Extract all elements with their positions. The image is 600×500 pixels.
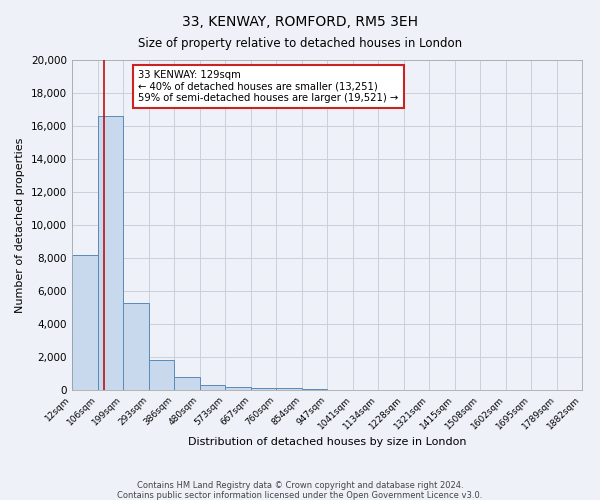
Bar (302, 388, 327, 390)
Bar (200, 385, 225, 390)
Text: 33, KENWAY, ROMFORD, RM5 3EH: 33, KENWAY, ROMFORD, RM5 3EH (182, 15, 418, 29)
Text: 33 KENWAY: 129sqm
← 40% of detached houses are smaller (13,251)
59% of semi-deta: 33 KENWAY: 129sqm ← 40% of detached hous… (139, 70, 398, 103)
Bar (149, 360, 174, 390)
Bar (123, 302, 149, 390)
Bar (251, 388, 276, 390)
Bar (98, 116, 123, 390)
Text: Size of property relative to detached houses in London: Size of property relative to detached ho… (138, 38, 462, 51)
Bar (174, 377, 200, 390)
X-axis label: Distribution of detached houses by size in London: Distribution of detached houses by size … (188, 436, 466, 446)
Text: Contains public sector information licensed under the Open Government Licence v3: Contains public sector information licen… (118, 490, 482, 500)
Y-axis label: Number of detached properties: Number of detached properties (16, 138, 25, 312)
Bar (276, 388, 302, 390)
Bar (225, 386, 251, 390)
Text: Contains HM Land Registry data © Crown copyright and database right 2024.: Contains HM Land Registry data © Crown c… (137, 480, 463, 490)
Bar (72, 254, 98, 390)
